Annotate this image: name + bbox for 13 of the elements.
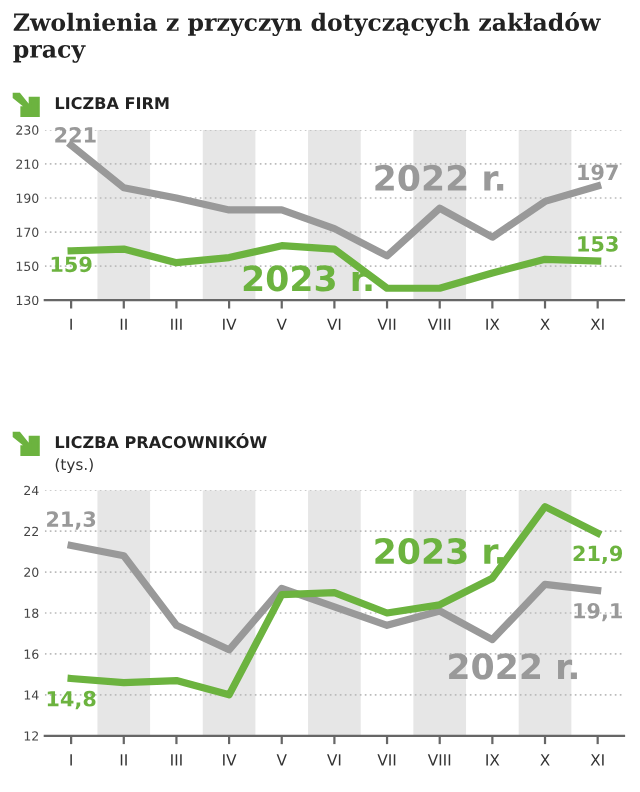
chart-title: LICZBA PRACOWNIKÓW (55, 433, 267, 449)
data-label: 21,3 (47, 511, 96, 530)
chart-subtitle: LICZBA FIRM (55, 97, 169, 110)
data-label: 159 (51, 256, 92, 273)
data-label: 19,1 (574, 602, 622, 622)
data-label: 153 (578, 235, 618, 252)
data-label: 221 (55, 126, 96, 143)
series-label: 2022 r. (449, 653, 577, 680)
data-label: 21,9 (573, 545, 623, 565)
data-label: 197 (578, 164, 618, 181)
chart-title: Zwolnienia z przyczyn dotyczących zakładów pracy (13, 11, 601, 63)
series-label: 2022 r. (375, 164, 504, 192)
data-label: 14,8 (47, 690, 96, 710)
